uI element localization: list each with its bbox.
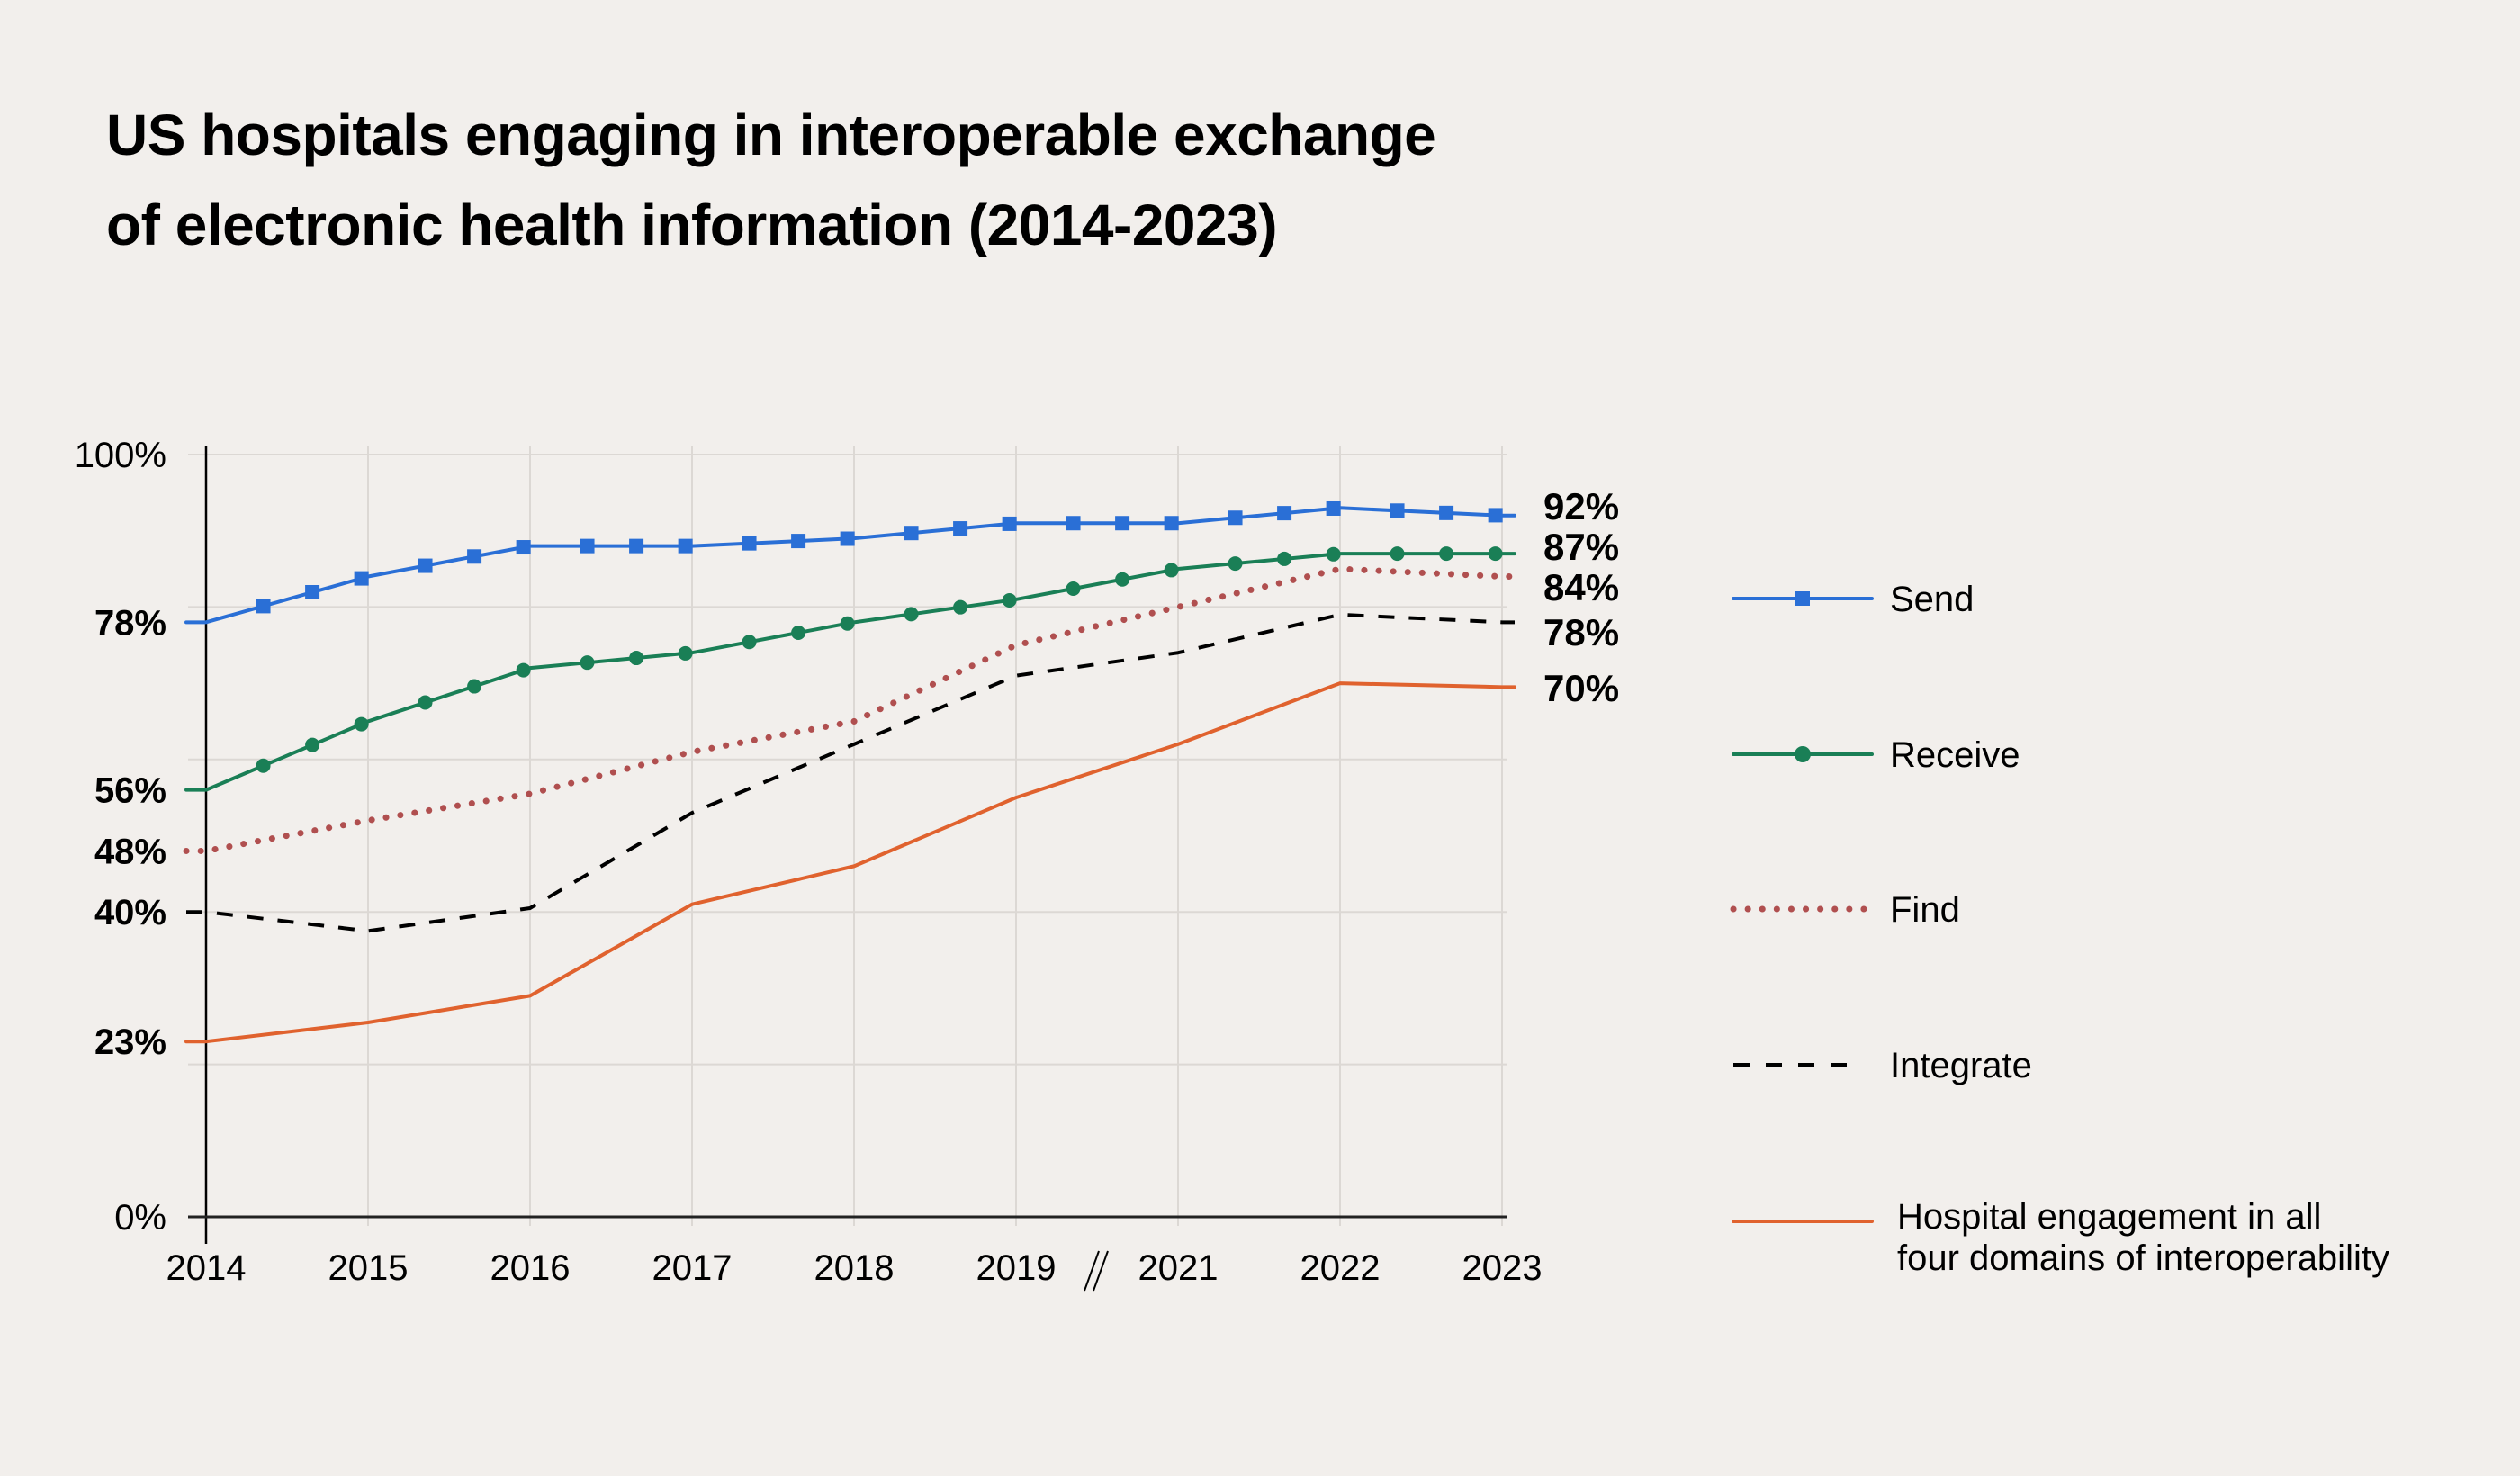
legend-label: Hospital engagement in all — [1897, 1197, 2321, 1237]
x-tick-label: 2016 — [490, 1248, 571, 1288]
y-tick-label: 23% — [94, 1022, 166, 1062]
data-point-receive — [354, 716, 369, 732]
axis-break-icon — [1084, 1250, 1100, 1292]
data-point-receive — [580, 655, 595, 670]
data-point-receive — [840, 616, 855, 631]
data-point-receive — [1228, 556, 1243, 572]
data-point-send — [354, 571, 369, 586]
data-point-receive — [791, 625, 806, 640]
legend: Send Receive Find Integrate Hospital engagem… — [1730, 580, 2390, 1278]
data-point-send — [1228, 510, 1243, 526]
data-point-send — [1277, 506, 1292, 521]
data-point-send — [678, 538, 693, 554]
chart-title: US hospitals engaging in interoperable e… — [106, 90, 1636, 270]
y-tick-label: 48% — [94, 832, 166, 871]
x-tick-label: 2017 — [652, 1248, 733, 1288]
end-value-label: 78% — [1544, 611, 1619, 653]
chart-title-line-2: of electronic health information (2014-2… — [106, 193, 1278, 257]
data-point-send — [840, 531, 855, 546]
data-point-send — [629, 538, 644, 554]
data-point-receive — [1164, 562, 1179, 578]
x-tick-label: 2014 — [166, 1248, 247, 1288]
data-point-send — [1439, 505, 1454, 520]
x-tick-label: 2019 — [976, 1248, 1057, 1288]
series-line-integrate — [186, 612, 1515, 933]
data-point-send — [256, 598, 271, 614]
x-tick-label: 2023 — [1462, 1248, 1543, 1288]
data-point-send — [1390, 503, 1405, 518]
data-point-send — [1488, 508, 1503, 523]
y-tick-label: 0% — [114, 1198, 166, 1238]
series-line-find — [183, 565, 1518, 854]
data-point-receive — [467, 679, 482, 694]
legend-label: Integrate — [1890, 1046, 2032, 1085]
y-tick-label: 40% — [94, 893, 166, 932]
x-tick-label: 2018 — [814, 1248, 895, 1288]
series-line-receive — [184, 552, 1516, 792]
data-point-send — [742, 536, 757, 551]
data-point-send — [305, 584, 320, 599]
data-point-send — [418, 558, 433, 573]
axis-break-icon — [1093, 1250, 1109, 1292]
legend-label: Receive — [1890, 735, 2020, 775]
data-point-send — [1326, 500, 1341, 516]
data-point-receive — [1488, 546, 1503, 562]
x-tick-label: 2015 — [328, 1248, 409, 1288]
y-tick-label: 100% — [75, 436, 166, 475]
data-point-send — [1002, 516, 1017, 531]
series-line-hospital — [184, 681, 1516, 1044]
data-point-send — [953, 521, 968, 536]
series-line-send — [184, 506, 1516, 625]
x-tick-label: 2021 — [1138, 1248, 1219, 1288]
data-point-receive — [742, 634, 757, 650]
data-point-receive — [1002, 592, 1017, 608]
data-point-receive — [629, 651, 644, 666]
data-point-receive — [1439, 546, 1454, 562]
end-value-label: 92% — [1544, 485, 1619, 527]
y-tick-label: 78% — [94, 603, 166, 643]
data-point-receive — [256, 758, 271, 773]
legend-item: Receive — [1732, 735, 2020, 775]
grid — [188, 446, 1507, 1226]
y-tick-label: 56% — [94, 771, 166, 811]
legend-marker-circle-icon — [1795, 746, 1811, 762]
data-point-receive — [1390, 546, 1405, 562]
end-value-label: 84% — [1544, 566, 1619, 608]
data-point-send — [1115, 516, 1130, 531]
chart-title-line-1: US hospitals engaging in interoperable e… — [106, 103, 1436, 167]
legend-marker-square-icon — [1796, 591, 1810, 606]
end-value-label: 87% — [1544, 526, 1619, 568]
data-point-send — [467, 549, 482, 564]
data-point-receive — [305, 737, 320, 752]
data-point-receive — [1326, 546, 1341, 562]
data-point-receive — [516, 662, 531, 678]
data-point-receive — [418, 695, 433, 710]
legend-label: four domains of interoperability — [1897, 1238, 2390, 1278]
data-point-receive — [678, 645, 693, 661]
legend-label: Send — [1890, 580, 1974, 619]
legend-item: Send — [1732, 580, 1974, 619]
data-point-receive — [1277, 551, 1292, 566]
legend-item: Integrate — [1733, 1046, 2032, 1085]
data-point-receive — [1115, 572, 1130, 587]
end-value-label: 70% — [1544, 667, 1619, 709]
data-point-send — [1164, 516, 1179, 531]
data-point-send — [1066, 516, 1081, 531]
data-point-send — [791, 534, 806, 549]
data-point-send — [904, 526, 919, 541]
data-point-receive — [953, 599, 968, 615]
series-group — [183, 500, 1518, 1044]
x-tick-label: 2022 — [1300, 1248, 1381, 1288]
labels-group: 92%87%84%78% 70% — [1544, 485, 1619, 709]
legend-label: Find — [1890, 890, 1960, 930]
data-point-receive — [904, 607, 919, 622]
data-point-send — [516, 540, 531, 555]
axes: 100% 78% 56% 48% 40% 23% 0%2014 2015 2016 2017 201… — [75, 436, 1543, 1292]
legend-item: Find — [1730, 890, 1960, 930]
data-point-receive — [1066, 580, 1081, 596]
data-point-send — [580, 538, 595, 554]
